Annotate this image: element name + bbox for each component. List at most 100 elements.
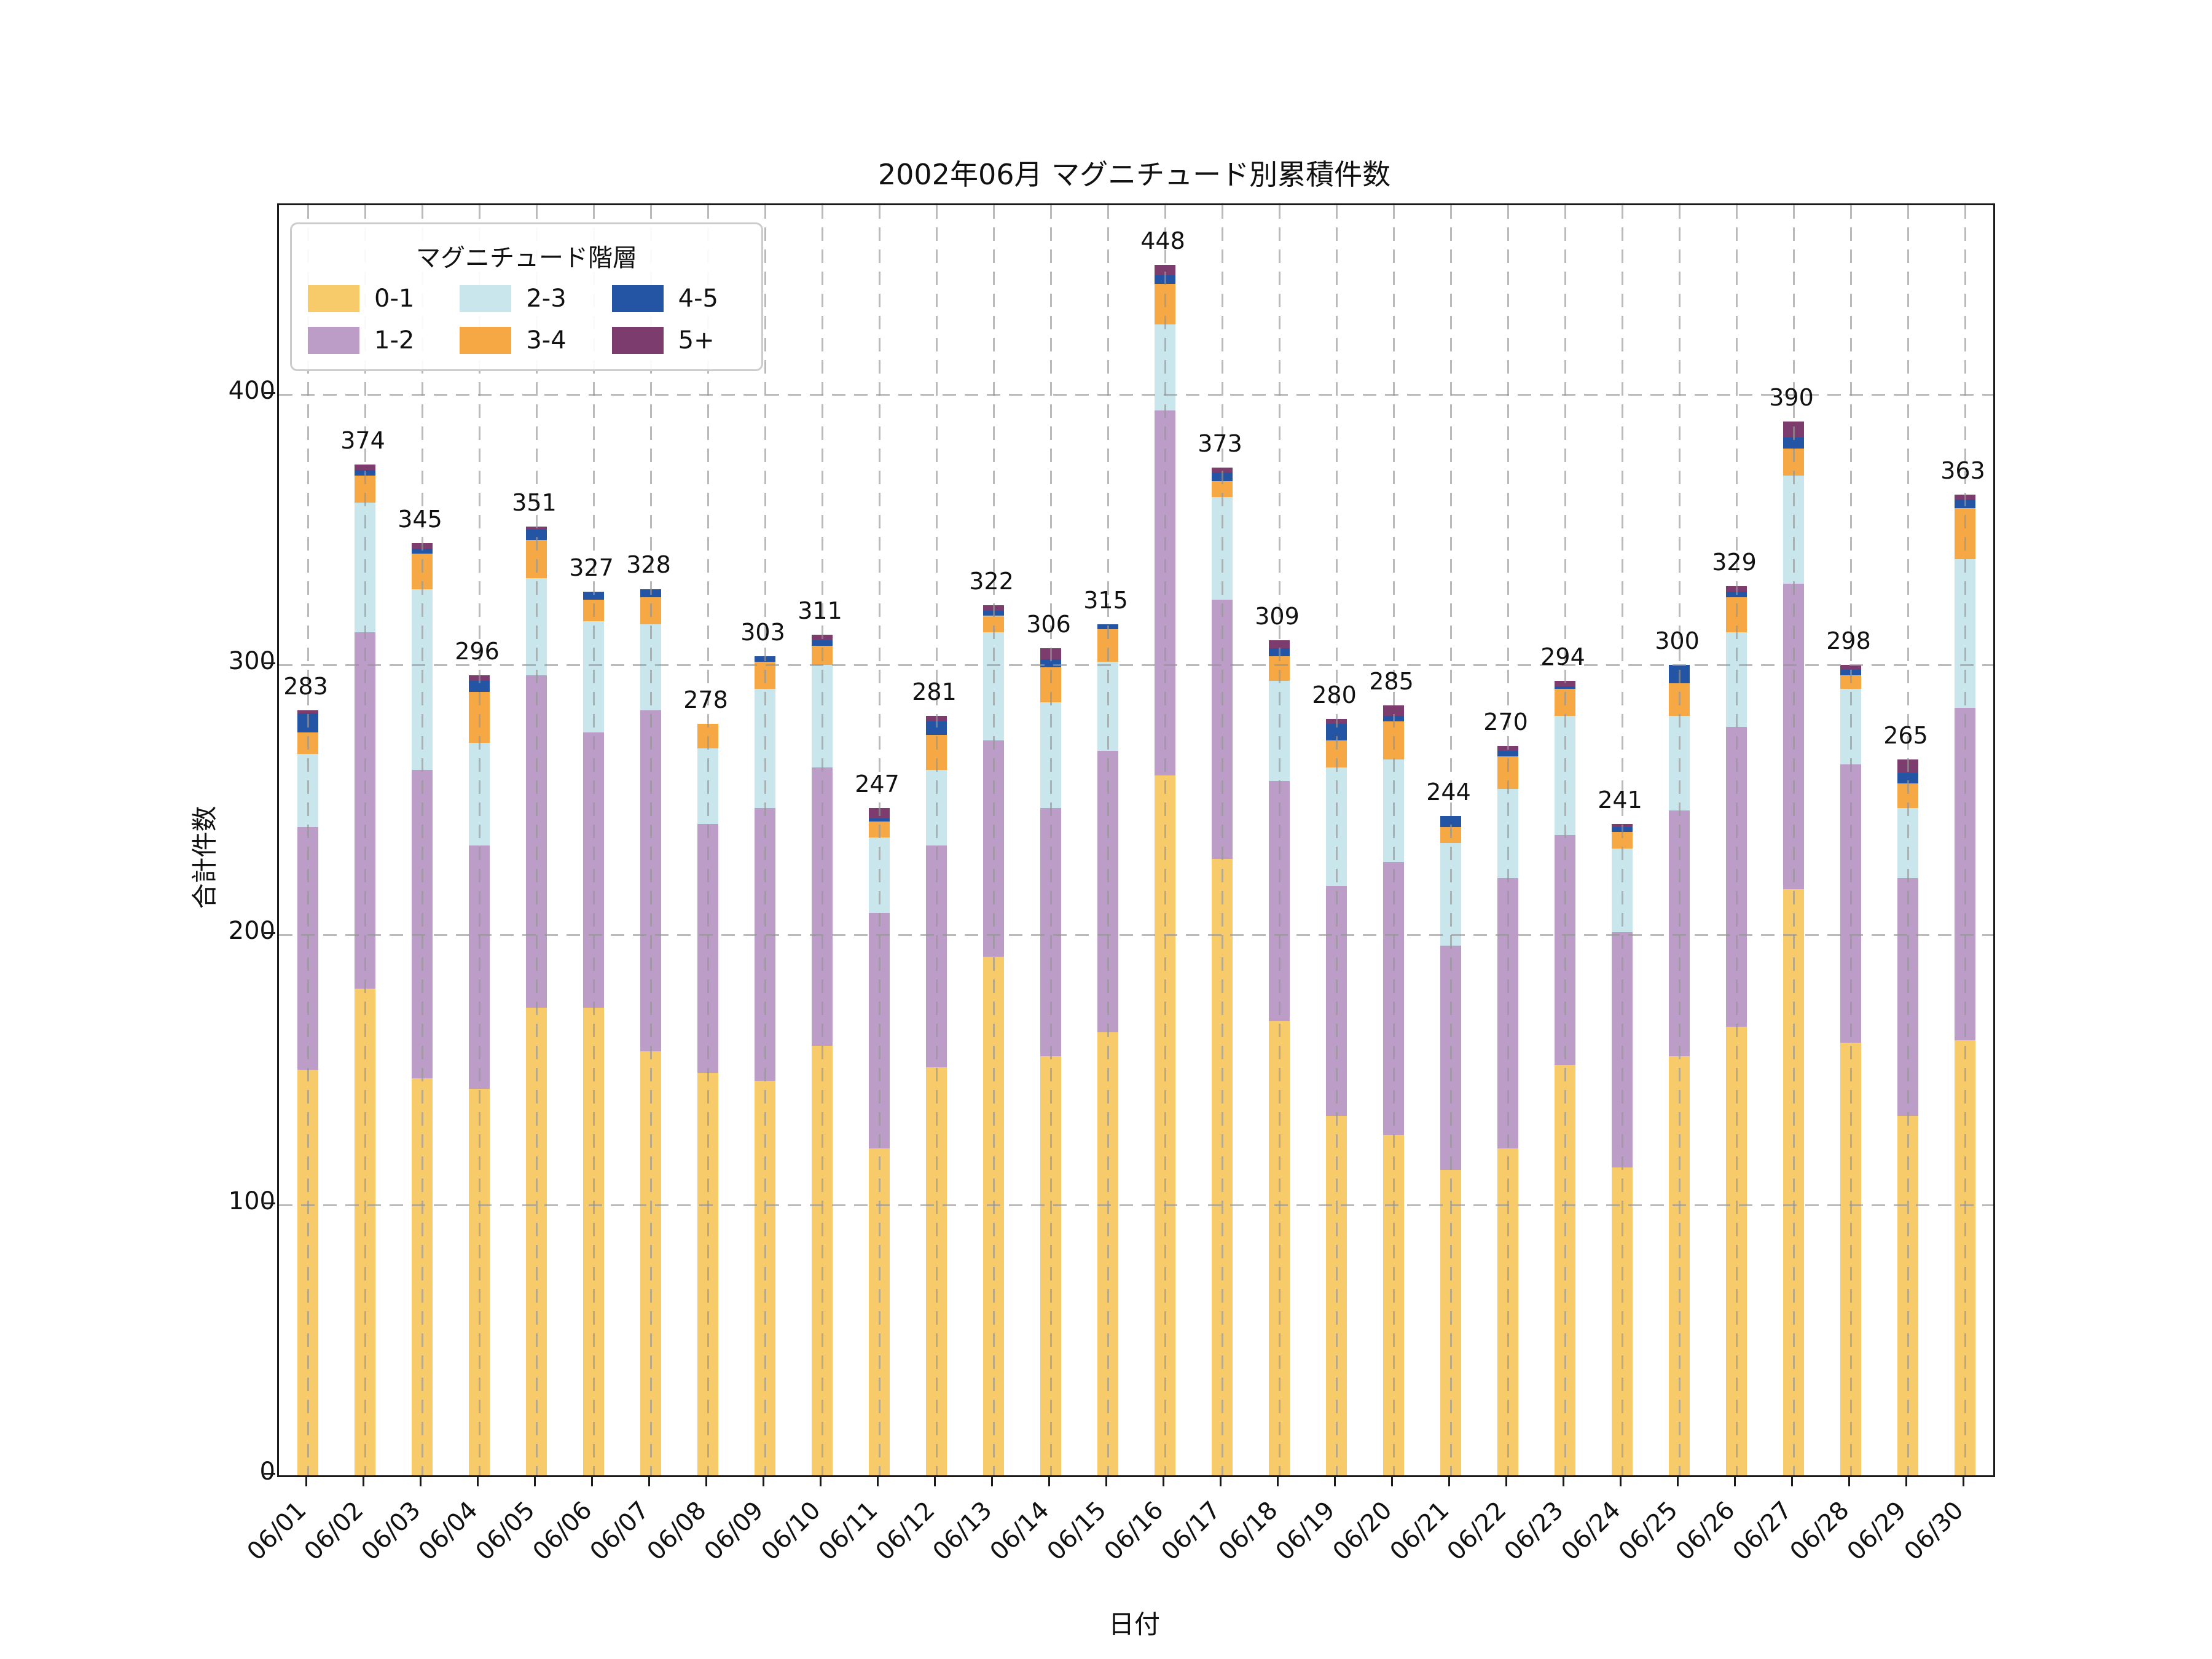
- bar-segment-0-1: [982, 956, 1004, 1475]
- bar-segment-4-5: [868, 818, 890, 822]
- x-tick-label: 06/23: [1499, 1496, 1569, 1566]
- bar-segment-1-2: [1154, 410, 1175, 775]
- bar-value-label: 328: [626, 551, 671, 579]
- bar-segment-1-2: [697, 824, 718, 1073]
- bar-value-label: 311: [798, 597, 842, 625]
- bar-value-label: 306: [1026, 611, 1071, 638]
- bar-segment-3-4: [1382, 721, 1404, 759]
- bar-segment-4-5: [754, 656, 775, 662]
- bar-segment-5+: [1725, 586, 1747, 592]
- x-tick-label: 06/21: [1384, 1496, 1455, 1566]
- x-tick-label: 06/14: [984, 1496, 1055, 1566]
- bar-segment-4-5: [925, 721, 947, 735]
- bar-segment-2-3: [925, 770, 947, 846]
- bar-segment-2-3: [754, 689, 775, 808]
- bar-segment-1-2: [1440, 946, 1461, 1171]
- bar-segment-2-3: [582, 621, 604, 732]
- y-tick-label: 300: [228, 646, 275, 675]
- bar-segment-2-3: [1382, 759, 1404, 862]
- x-tick-mark: [1219, 1475, 1222, 1486]
- bar-segment-0-1: [354, 989, 375, 1475]
- x-tick-label: 06/20: [1327, 1496, 1398, 1566]
- x-tick-label: 06/26: [1670, 1496, 1741, 1566]
- bar-segment-0-1: [1725, 1026, 1747, 1475]
- bar-segment-4-5: [1382, 716, 1404, 721]
- bar-value-label: 448: [1140, 227, 1185, 254]
- bar-segment-3-4: [468, 691, 490, 743]
- bar-group: [297, 710, 318, 1475]
- bar-segment-2-3: [1897, 807, 1918, 879]
- legend-item: 5+: [611, 326, 745, 355]
- y-tick-mark: [264, 391, 275, 394]
- bar-segment-1-2: [1097, 751, 1118, 1032]
- bar-segment-1-2: [868, 913, 890, 1148]
- bar-segment-0-1: [582, 1008, 604, 1475]
- bar-segment-4-5: [525, 529, 547, 541]
- bar-segment-1-2: [754, 807, 775, 1081]
- bar-group: [640, 589, 661, 1475]
- plot-area: [277, 203, 1995, 1477]
- bar-value-label: 280: [1312, 681, 1357, 708]
- bar-segment-1-2: [1840, 764, 1861, 1043]
- bar-segment-0-1: [1840, 1043, 1861, 1475]
- legend-item-label: 2-3: [526, 284, 567, 313]
- x-tick-mark: [876, 1475, 879, 1486]
- bar-segment-4-5: [468, 681, 490, 692]
- bar-segment-2-3: [1097, 662, 1118, 751]
- bar-segment-5+: [1040, 648, 1061, 659]
- bar-group: [1268, 640, 1290, 1475]
- bar-segment-1-2: [1668, 810, 1690, 1057]
- bar-group: [1611, 824, 1633, 1475]
- bar-segment-3-4: [1783, 448, 1804, 476]
- legend-item-label: 5+: [678, 326, 715, 355]
- bar-group: [1840, 664, 1861, 1475]
- x-tick-mark: [1676, 1475, 1679, 1486]
- bar-segment-5+: [1840, 664, 1861, 670]
- bar-segment-1-2: [1611, 932, 1633, 1167]
- x-tick-mark: [1276, 1475, 1279, 1486]
- bar-segment-4-5: [640, 589, 661, 597]
- bar-group: [1325, 718, 1347, 1475]
- y-tick-mark: [264, 932, 275, 935]
- bar-segment-0-1: [297, 1070, 318, 1475]
- bar-segment-5+: [925, 716, 947, 721]
- y-axis-label: 合計件数: [189, 806, 220, 909]
- x-tick-label: 06/10: [756, 1496, 826, 1566]
- x-tick-label: 06/02: [299, 1496, 369, 1566]
- legend-item: 4-5: [611, 284, 745, 313]
- legend-item: 0-1: [308, 284, 441, 313]
- bar-value-label: 281: [912, 678, 957, 706]
- y-tick-mark: [264, 1202, 275, 1205]
- x-tick-label: 06/11: [813, 1496, 884, 1566]
- y-tick-mark: [264, 662, 275, 664]
- bar-segment-2-3: [868, 837, 890, 914]
- bar-segment-4-5: [1554, 686, 1575, 689]
- bar-value-label: 303: [740, 619, 785, 646]
- y-tick-label: 100: [228, 1187, 275, 1216]
- bar-segment-1-2: [1268, 780, 1290, 1022]
- bar-segment-3-4: [1668, 683, 1690, 716]
- bar-segment-1-2: [468, 845, 490, 1089]
- bar-segment-3-4: [925, 734, 947, 771]
- bar-value-label: 298: [1826, 627, 1871, 654]
- legend-grid: 0-1 1-2 2-3 3-4 4-5 5+: [308, 284, 745, 355]
- x-tick-label: 06/08: [641, 1496, 712, 1566]
- x-tick-label: 06/05: [470, 1496, 541, 1566]
- bar-segment-3-4: [1554, 689, 1575, 716]
- legend-swatch-1-2: [308, 327, 359, 354]
- bar-value-label: 345: [398, 505, 442, 533]
- x-tick-mark: [1619, 1475, 1622, 1486]
- bar-segment-2-3: [697, 748, 718, 825]
- bar-segment-4-5: [1325, 724, 1347, 740]
- bar-segment-1-2: [1725, 726, 1747, 1027]
- bar-value-label: 374: [340, 427, 385, 455]
- legend-item-label: 0-1: [374, 284, 415, 313]
- bar-segment-2-3: [1668, 716, 1690, 811]
- bar-value-label: 327: [569, 554, 614, 581]
- bar-segment-5+: [297, 710, 318, 713]
- bar-segment-0-1: [1440, 1170, 1461, 1475]
- bar-group: [1954, 494, 1975, 1475]
- bar-segment-3-4: [1840, 675, 1861, 689]
- bar-value-label: 351: [512, 489, 557, 517]
- bar-segment-0-1: [1382, 1134, 1404, 1475]
